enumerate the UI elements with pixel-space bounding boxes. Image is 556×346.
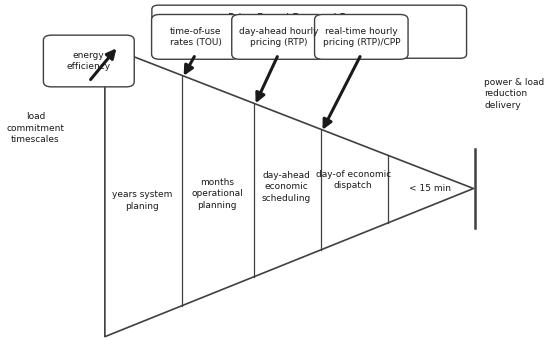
- Text: years system
planing: years system planing: [112, 190, 172, 211]
- Text: time-of-use
rates (TOU): time-of-use rates (TOU): [170, 27, 222, 47]
- FancyBboxPatch shape: [232, 15, 325, 59]
- FancyBboxPatch shape: [152, 15, 240, 59]
- FancyBboxPatch shape: [152, 5, 466, 58]
- Text: day-of economic
dispatch: day-of economic dispatch: [316, 170, 391, 190]
- Text: power & load
reduction
delivery: power & load reduction delivery: [484, 78, 544, 110]
- Text: day-ahead hourly
pricing (RTP): day-ahead hourly pricing (RTP): [239, 27, 318, 47]
- Text: load
commitment
timescales: load commitment timescales: [6, 112, 64, 144]
- FancyBboxPatch shape: [315, 15, 408, 59]
- Text: energy
efficiency: energy efficiency: [67, 51, 111, 71]
- Text: real-time hourly
pricing (RTP)/CPP: real-time hourly pricing (RTP)/CPP: [322, 27, 400, 47]
- Text: months
operational
planning: months operational planning: [191, 178, 243, 210]
- Text: < 15 min: < 15 min: [409, 184, 451, 193]
- Text: Price-Based Demand Response: Price-Based Demand Response: [228, 13, 390, 23]
- Text: day-ahead
economic
scheduling: day-ahead economic scheduling: [262, 171, 311, 203]
- FancyBboxPatch shape: [43, 35, 134, 87]
